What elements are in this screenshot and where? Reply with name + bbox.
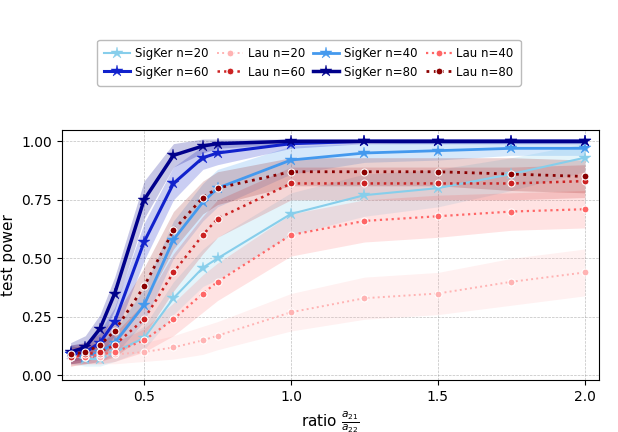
Y-axis label: test power: test power: [1, 214, 16, 296]
Legend: SigKer n=20, SigKer n=60, Lau n=20, Lau n=60, SigKer n=40, SigKer n=80, Lau n=40: SigKer n=20, SigKer n=60, Lau n=20, Lau …: [98, 40, 520, 86]
X-axis label: ratio $\frac{a_{21}}{a_{22}}$: ratio $\frac{a_{21}}{a_{22}}$: [302, 410, 360, 432]
